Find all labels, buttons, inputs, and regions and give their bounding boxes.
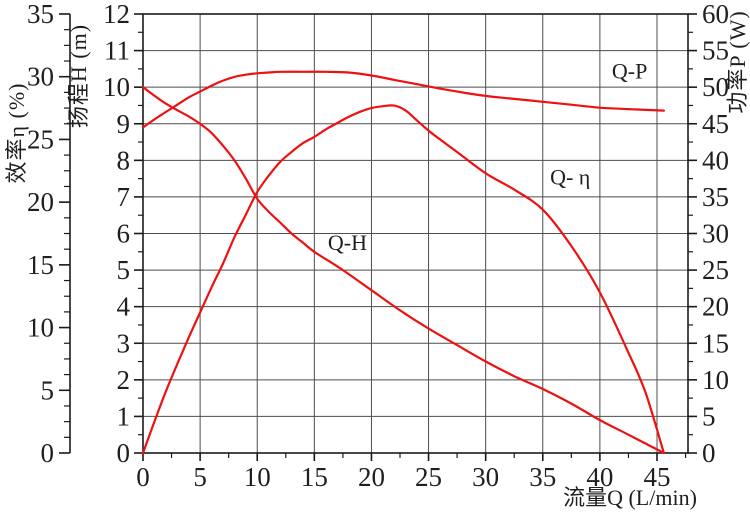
curve-label-qp: Q-P <box>612 58 647 83</box>
svg-text:1: 1 <box>117 401 131 431</box>
svg-text:6: 6 <box>117 219 131 249</box>
svg-text:2: 2 <box>117 365 131 395</box>
svg-text:20: 20 <box>27 187 54 217</box>
svg-text:4: 4 <box>117 292 131 322</box>
svg-text:25: 25 <box>415 462 442 492</box>
svg-text:10: 10 <box>244 462 271 492</box>
efficiency-axis-title: 效率η (%) <box>4 82 29 184</box>
svg-text:10: 10 <box>27 313 54 343</box>
svg-text:40: 40 <box>702 145 729 175</box>
svg-text:5: 5 <box>702 401 716 431</box>
svg-text:30: 30 <box>472 462 499 492</box>
head-axis-title: 扬程H (m) <box>66 23 91 129</box>
svg-text:45: 45 <box>702 109 729 139</box>
svg-text:35: 35 <box>529 462 556 492</box>
svg-text:35: 35 <box>702 182 729 212</box>
svg-text:5: 5 <box>193 462 207 492</box>
svg-text:8: 8 <box>117 145 131 175</box>
curve-q- <box>141 104 665 455</box>
svg-text:20: 20 <box>702 292 729 322</box>
svg-text:20: 20 <box>358 462 385 492</box>
svg-text:0: 0 <box>702 438 716 468</box>
ticks-and-tick-labels: 0510152025303501234567891011120510152025… <box>27 0 729 492</box>
svg-text:60: 60 <box>702 0 729 29</box>
svg-text:45: 45 <box>644 462 671 492</box>
svg-text:25: 25 <box>702 255 729 285</box>
svg-text:30: 30 <box>702 219 729 249</box>
svg-text:50: 50 <box>702 72 729 102</box>
svg-text:15: 15 <box>301 462 328 492</box>
svg-text:11: 11 <box>104 36 130 66</box>
svg-text:5: 5 <box>117 255 131 285</box>
svg-text:10: 10 <box>702 365 729 395</box>
svg-text:10: 10 <box>103 72 130 102</box>
svg-text:0: 0 <box>136 462 150 492</box>
svg-text:12: 12 <box>103 0 130 29</box>
curve-label-q-η: Q- η <box>550 165 590 190</box>
curve-labels: Q-P Q- η Q-H <box>328 58 647 255</box>
svg-text:0: 0 <box>41 438 55 468</box>
svg-text:3: 3 <box>117 328 131 358</box>
curve-q-p <box>141 70 665 129</box>
grid-layer <box>143 14 688 453</box>
svg-text:0: 0 <box>117 438 131 468</box>
svg-text:5: 5 <box>41 375 55 405</box>
svg-text:55: 55 <box>702 36 729 66</box>
curve-q-h <box>141 86 665 455</box>
svg-text:35: 35 <box>27 0 54 29</box>
svg-text:7: 7 <box>117 182 131 212</box>
flow-axis-title: 流量Q (L/min) <box>563 485 697 510</box>
svg-text:40: 40 <box>586 462 613 492</box>
svg-text:15: 15 <box>702 328 729 358</box>
svg-text:9: 9 <box>117 109 131 139</box>
power-axis-title: 功率P (W) <box>725 10 750 114</box>
svg-text:25: 25 <box>27 124 54 154</box>
curve-label-qh: Q-H <box>328 230 367 255</box>
svg-text:15: 15 <box>27 250 54 280</box>
svg-text:30: 30 <box>27 62 54 92</box>
